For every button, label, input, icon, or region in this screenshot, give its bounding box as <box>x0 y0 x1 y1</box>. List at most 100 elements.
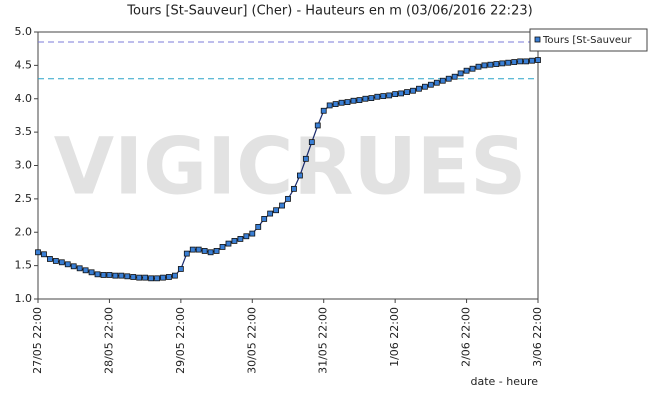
point <box>237 236 244 242</box>
point <box>308 139 315 146</box>
point <box>499 60 506 67</box>
point <box>285 195 291 202</box>
point <box>493 61 500 67</box>
point <box>172 272 178 279</box>
point <box>416 85 422 92</box>
y-tick-label: 4.0 <box>15 92 33 105</box>
point <box>52 258 59 264</box>
point <box>338 99 345 106</box>
point <box>94 271 101 278</box>
point <box>511 59 518 65</box>
x-tick-label: 27/05 22:00 <box>31 307 44 374</box>
point <box>291 185 297 192</box>
point <box>344 99 351 105</box>
point <box>100 272 107 278</box>
chart-title: Tours [St-Sauveur] (Cher) - Hauteurs en … <box>126 4 532 19</box>
point <box>445 75 452 82</box>
point <box>326 102 333 109</box>
point <box>82 267 89 274</box>
point <box>481 62 488 69</box>
point <box>392 91 399 97</box>
point <box>231 238 238 244</box>
point <box>487 61 494 68</box>
point <box>368 95 375 101</box>
point <box>463 67 470 74</box>
y-tick-label: 4.5 <box>15 58 33 71</box>
point <box>261 215 268 222</box>
point <box>142 274 149 281</box>
point <box>47 256 53 262</box>
point <box>422 83 428 90</box>
point <box>523 58 529 65</box>
point <box>320 107 327 114</box>
point <box>160 274 166 281</box>
point <box>183 250 190 257</box>
y-tick-label: 3.0 <box>15 159 33 172</box>
x-tick-label: 29/05 22:00 <box>174 307 187 374</box>
legend-box <box>529 28 648 52</box>
point <box>529 57 535 64</box>
point <box>332 101 339 107</box>
point <box>469 65 476 72</box>
point <box>35 249 41 256</box>
point <box>267 210 274 217</box>
point <box>380 93 387 99</box>
point <box>398 90 404 97</box>
point <box>517 58 524 65</box>
point <box>350 97 357 104</box>
legend-label: Tours [St-Sauveur <box>542 35 632 46</box>
y-tick-label: 2.0 <box>15 225 33 238</box>
point <box>439 77 446 84</box>
point <box>112 272 119 279</box>
point <box>273 207 279 214</box>
point <box>124 273 131 280</box>
x-axis-label: date - heure <box>470 375 538 388</box>
point <box>154 275 160 282</box>
legend-marker <box>534 36 541 43</box>
point <box>535 57 541 63</box>
point <box>297 172 303 179</box>
x-tick-label: 31/05 22:00 <box>317 307 330 374</box>
point <box>64 261 71 268</box>
y-tick-label: 3.5 <box>15 125 33 138</box>
point <box>457 70 464 77</box>
x-tick-label: 3/06 22:00 <box>531 307 544 367</box>
point <box>356 97 363 103</box>
point <box>302 155 309 162</box>
y-tick-label: 5.0 <box>15 25 33 38</box>
point <box>451 73 458 80</box>
point <box>505 59 512 66</box>
point <box>106 272 113 278</box>
point <box>130 274 137 280</box>
point <box>410 87 416 94</box>
point <box>136 274 143 281</box>
point <box>213 248 220 254</box>
point <box>219 244 226 250</box>
point <box>433 79 440 86</box>
point <box>374 93 381 100</box>
x-tick-label: 2/06 22:00 <box>460 307 473 367</box>
point <box>76 265 83 272</box>
point <box>427 81 434 88</box>
point <box>41 251 47 258</box>
point <box>249 230 256 237</box>
point <box>314 122 321 129</box>
point <box>362 95 369 102</box>
x-tick-label: 1/06 22:00 <box>388 307 401 367</box>
point <box>195 246 202 253</box>
x-tick-label: 28/05 22:00 <box>102 307 115 374</box>
x-tick-label: 30/05 22:00 <box>245 307 258 374</box>
point <box>118 272 125 279</box>
point <box>243 233 250 240</box>
y-tick-label: 2.5 <box>15 192 33 205</box>
point <box>58 259 65 266</box>
y-tick-label: 1.5 <box>15 259 33 272</box>
point <box>70 263 77 270</box>
point <box>88 269 95 276</box>
point <box>404 89 410 95</box>
point <box>255 224 262 230</box>
point <box>207 249 214 256</box>
point <box>225 240 232 247</box>
